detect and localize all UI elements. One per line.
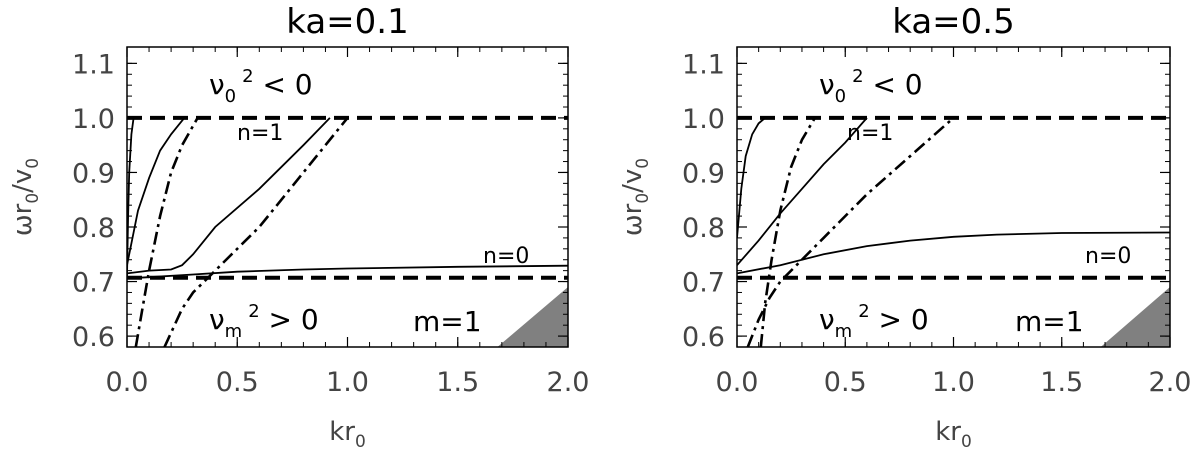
y-axis-label: ωr0/v0 xyxy=(8,158,43,236)
x-tick-label: 1.5 xyxy=(1040,367,1083,398)
annotation-n1: n=1 xyxy=(847,121,893,146)
plot-area xyxy=(737,115,1170,347)
chart-title: ka=0.5 xyxy=(892,2,1015,42)
y-tick-label: 1.0 xyxy=(72,104,115,135)
annotation-m: m=1 xyxy=(413,305,482,338)
annotation-nu0: ν02 < 0 xyxy=(209,66,313,107)
y-tick-label: 0.7 xyxy=(682,268,725,299)
chart-title: ka=0.1 xyxy=(286,2,409,42)
y-tick-label: 0.6 xyxy=(72,322,115,353)
y-tick-label: 0.8 xyxy=(682,213,725,244)
series-line-6 xyxy=(127,264,568,280)
chart-panel-1: 0.0 0.5 1.0 1.5 2.0 0.6 0.7 0.8 0.9 1.0 1.1 ka=0.1 k… xyxy=(8,2,589,452)
series-line-3 xyxy=(737,117,868,266)
plot-area xyxy=(127,115,568,347)
shaded-region xyxy=(497,287,568,347)
y-tick-label: 1.1 xyxy=(682,49,725,80)
y-tick-label: 0.9 xyxy=(682,158,725,189)
series-line-3 xyxy=(134,117,199,347)
x-axis-label: kr0 xyxy=(329,417,366,452)
annotation-n0: n=0 xyxy=(483,244,529,269)
series-line-5 xyxy=(737,231,1170,275)
series-line-4 xyxy=(127,117,331,275)
x-tick-label: 1.5 xyxy=(436,367,479,398)
y-tick-label: 0.6 xyxy=(682,322,725,353)
y-tick-label: 1.1 xyxy=(72,49,115,80)
x-tick-label: 0.0 xyxy=(716,367,759,398)
x-axis-label: kr0 xyxy=(935,417,972,452)
annotation-nu0: ν02 < 0 xyxy=(819,66,923,107)
series-line-1 xyxy=(737,117,766,238)
annotation-n1: n=1 xyxy=(237,121,283,146)
x-tick-label: 0.5 xyxy=(216,367,259,398)
x-tick-label: 0.5 xyxy=(824,367,867,398)
annotation-num: νm2 > 0 xyxy=(819,301,929,342)
series-line-2 xyxy=(127,117,186,266)
axes-frame xyxy=(126,46,569,348)
y-tick-label: 0.7 xyxy=(72,268,115,299)
x-tick-label: 2.0 xyxy=(1149,367,1192,398)
chart-panel-2: 0.0 0.5 1.0 1.5 2.0 0.6 0.7 0.8 0.9 1.0 1.1 ka=0.5 k… xyxy=(618,2,1191,452)
annotation-num: νm2 > 0 xyxy=(209,301,319,342)
shaded-region xyxy=(1100,287,1170,347)
x-tick-label: 1.0 xyxy=(932,367,975,398)
axes-frame xyxy=(736,46,1171,348)
x-tick-label: 0.0 xyxy=(106,367,149,398)
x-tick-label: 1.0 xyxy=(326,367,369,398)
y-axis-label: ωr0/v0 xyxy=(618,158,653,236)
series-line-2 xyxy=(759,117,817,347)
y-tick-label: 0.8 xyxy=(72,213,115,244)
x-tick-label: 2.0 xyxy=(547,367,590,398)
y-tick-label: 0.9 xyxy=(72,158,115,189)
annotation-m: m=1 xyxy=(1015,305,1084,338)
y-tick-label: 1.0 xyxy=(682,104,725,135)
annotation-n0: n=0 xyxy=(1085,244,1131,269)
